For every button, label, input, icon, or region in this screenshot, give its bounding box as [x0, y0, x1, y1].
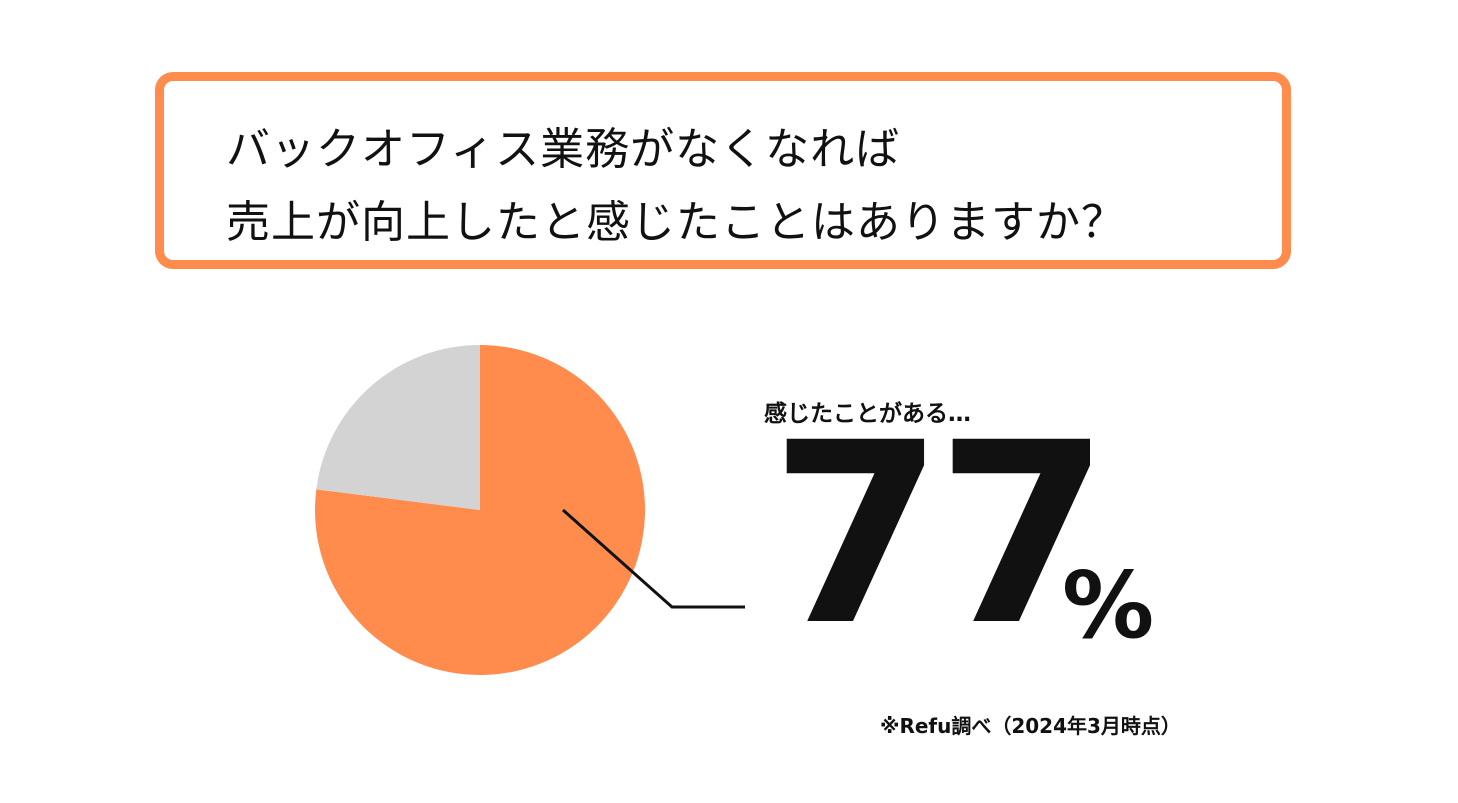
- question-box: バックオフィス業務がなくなれば 売上が向上したと感じたことはありますか？: [155, 72, 1291, 269]
- question-line-1: バックオフィス業務がなくなれば: [226, 124, 901, 175]
- result-label: 感じたことがある…: [764, 401, 971, 427]
- result-value: 77: [770, 389, 1110, 680]
- source-note: ※Refu調べ（2024年3月時点）: [880, 714, 1181, 738]
- result-unit: %: [1062, 552, 1155, 659]
- pie-slice-other: [316, 345, 480, 510]
- pie-chart-svg: [315, 345, 745, 675]
- pie-leader-line: [562, 508, 745, 609]
- pie-chart: [300, 330, 760, 690]
- question-line-2: 売上が向上したと感じたことはありますか？: [226, 197, 1126, 248]
